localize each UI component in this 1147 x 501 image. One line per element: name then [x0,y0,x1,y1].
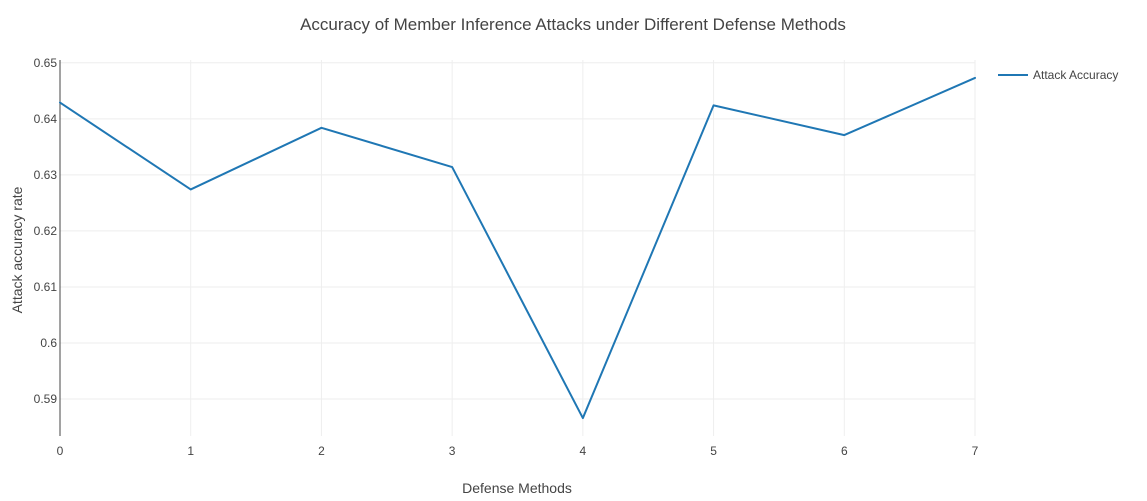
x-tick-label: 1 [187,444,194,458]
x-axis-title: Defense Methods [462,480,572,496]
series-line-attack-accuracy[interactable] [59,76,976,420]
x-tick-label: 4 [580,444,587,458]
chart-title: Accuracy of Member Inference Attacks und… [300,15,846,34]
y-tick-label: 0.61 [34,280,58,294]
tick-labels: 0 1 2 3 4 5 6 7 0.59 0.6 0.61 0.62 0.63 0.64 0.65 [34,56,979,458]
y-tick-label: 0.64 [34,112,58,126]
x-tick-label: 7 [972,444,979,458]
y-tick-label: 0.6 [40,336,57,350]
legend-label-attack-accuracy: Attack Accuracy [1033,68,1118,82]
x-tick-label: 5 [710,444,717,458]
series [59,76,976,420]
y-tick-label: 0.59 [34,392,58,406]
x-tick-label: 2 [318,444,325,458]
x-tick-label: 0 [57,444,64,458]
y-tick-label: 0.63 [34,168,58,182]
y-tick-label: 0.65 [34,56,58,70]
x-tick-label: 3 [449,444,456,458]
y-tick-label: 0.62 [34,224,58,238]
x-tick-label: 6 [841,444,848,458]
y-axis-title: Attack accuracy rate [9,186,25,313]
grid [60,60,976,436]
legend[interactable]: Attack Accuracy [998,68,1118,82]
